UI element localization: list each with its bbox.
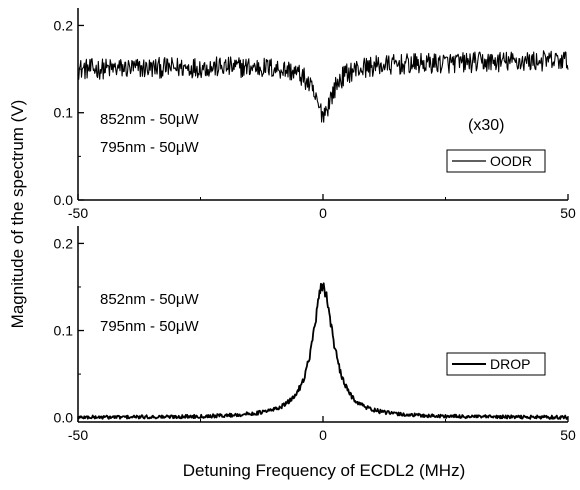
bottom-y-tick-label: 0.0 [54, 410, 74, 426]
top-x-tick-label: -50 [68, 205, 88, 221]
top-legend-box [446, 149, 546, 173]
bottom-x-tick-label: -50 [68, 427, 88, 443]
top-y-tick-label: 0.2 [54, 17, 74, 33]
bottom-x-tick-label: 50 [560, 427, 576, 443]
top-annotation-2: 795nm - 50μW [100, 139, 200, 156]
top-x-tick-label: 0 [319, 205, 327, 221]
bottom-x-tick-label: 0 [319, 427, 327, 443]
bottom-legend: DROP [446, 352, 546, 376]
top-series-line-oodr [77, 50, 569, 123]
top-x-tick-label: 50 [560, 205, 576, 221]
top-annotation-1: 852nm - 50μW [100, 111, 200, 128]
bottom-y-tick-label: 0.2 [54, 235, 74, 251]
x-axis-title: Detuning Frequency of ECDL2 (MHz) [183, 461, 466, 480]
top-scale-note: (x30) [468, 117, 504, 134]
panel-bottom: 852nm - 50μW 795nm - 50μW DROP 0.0 0.1 0.2… [54, 226, 576, 443]
top-y-tick-label: 0.1 [54, 105, 74, 121]
bottom-legend-box [446, 352, 546, 376]
top-legend: OODR [446, 149, 546, 173]
bottom-annotation-2: 795nm - 50μW [100, 318, 200, 335]
bottom-series-line-drop [77, 282, 569, 420]
top-legend-label: OODR [490, 153, 532, 169]
y-axis-title: Magnitude of the spectrum (V) [8, 100, 27, 329]
bottom-annotation-1: 852nm - 50μW [100, 291, 200, 308]
top-y-tick-label: 0.0 [54, 192, 74, 208]
panel-top: 852nm - 50μW 795nm - 50μW (x30) OODR 0.0… [54, 8, 576, 221]
bottom-legend-label: DROP [490, 356, 530, 372]
bottom-y-tick-label: 0.1 [54, 323, 74, 339]
